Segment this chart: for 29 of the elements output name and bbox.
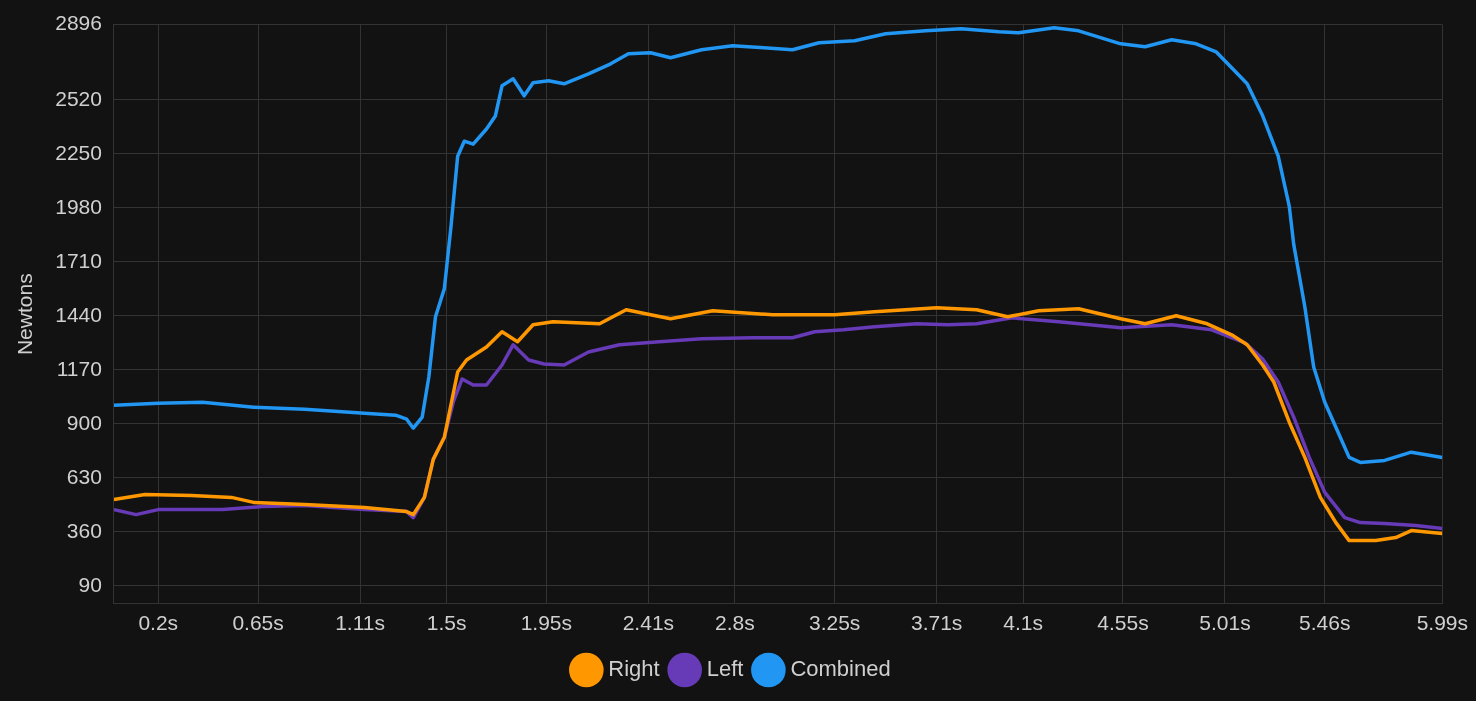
x-tick-label: 5.46s: [1299, 611, 1351, 635]
y-tick-label: 2896: [55, 11, 102, 35]
x-tick-label: 1.11s: [335, 611, 385, 635]
y-tick-label: 2250: [55, 140, 102, 164]
y-tick-label: 1170: [56, 356, 102, 380]
x-tick-label: 4.1s: [1003, 611, 1044, 635]
x-tick-label: 1.5s: [426, 611, 467, 635]
y-tick-label: 360: [66, 518, 102, 542]
x-tick-label: 0.65s: [232, 611, 284, 635]
y-tick-label: 1710: [55, 248, 102, 272]
y-tick-label: 1980: [55, 194, 102, 218]
y-tick-label: 630: [66, 464, 102, 488]
y-tick-label: 90: [78, 572, 102, 596]
y-tick-label: 2520: [55, 86, 102, 110]
x-tick-label: 1.95s: [520, 611, 573, 635]
y-axis-title: Newtons: [13, 273, 37, 356]
y-tick-label: 1440: [55, 302, 102, 326]
legend-label: Right: [608, 656, 660, 682]
x-tick-label: 3.25s: [808, 611, 861, 635]
x-tick-label: 4.55s: [1097, 611, 1149, 635]
x-tick-label: 0.2s: [138, 611, 179, 635]
x-tick-label: 5.99s: [1416, 611, 1468, 635]
x-tick-label: 2.41s: [622, 611, 675, 635]
y-tick-label: 900: [66, 410, 102, 434]
legend-label: Left: [706, 656, 744, 682]
x-tick-label: 3.71s: [910, 611, 963, 635]
x-tick-label: 2.8s: [715, 611, 755, 635]
legend-label: Combined: [790, 656, 891, 682]
x-tick-label: 5.01s: [1199, 611, 1251, 635]
